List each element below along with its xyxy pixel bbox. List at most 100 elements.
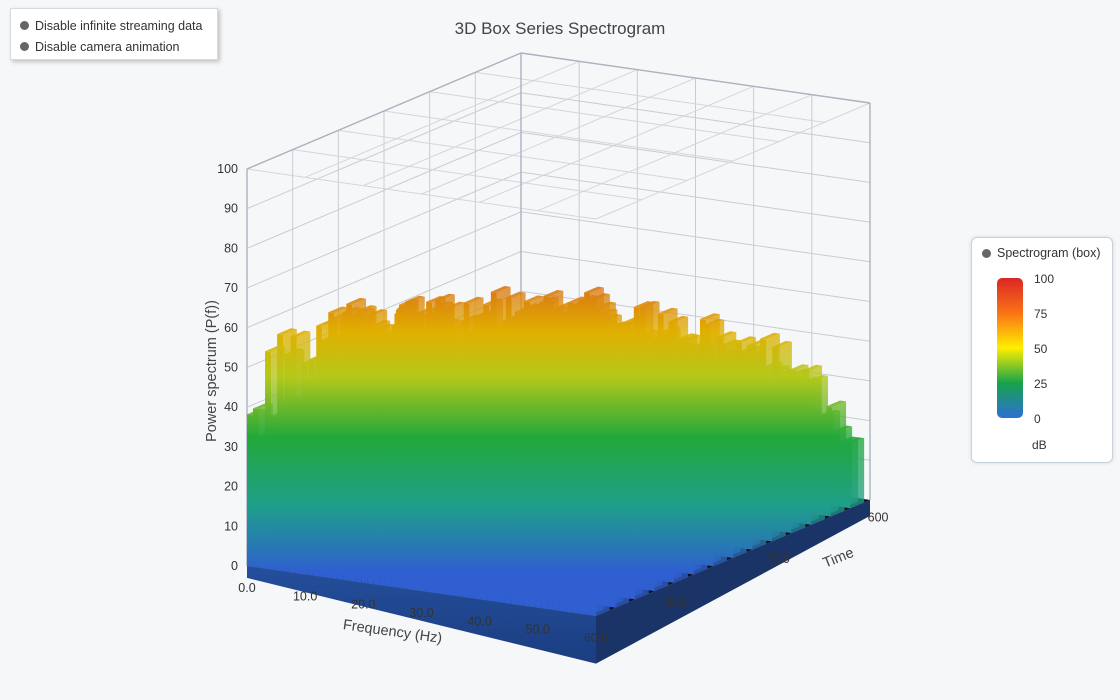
spectrum-box-top bbox=[523, 295, 544, 303]
spectrum-box bbox=[529, 424, 536, 608]
spectrum-box-top bbox=[772, 340, 792, 348]
spectrum-box-top bbox=[734, 411, 755, 419]
spectrum-box-top bbox=[505, 343, 526, 351]
spectrum-box-top bbox=[736, 336, 756, 343]
y-axis-title: Power spectrum (P(f)) bbox=[204, 300, 220, 442]
spectrum-box bbox=[805, 442, 812, 525]
spectrum-box-top bbox=[543, 289, 564, 297]
spectrum-box-top bbox=[483, 298, 504, 306]
y-tick-label: 80 bbox=[224, 241, 238, 255]
spectrum-box-top bbox=[629, 505, 649, 513]
spectrum-box-top bbox=[687, 480, 708, 488]
spectrum-box-top bbox=[584, 286, 604, 294]
spectrum-box-top bbox=[277, 328, 297, 335]
spectrum-box-top bbox=[588, 353, 609, 361]
spectrum-box-top bbox=[746, 339, 767, 347]
spectrum-box bbox=[547, 453, 554, 610]
spectrum-box-side bbox=[850, 438, 865, 509]
spectrum-box-top bbox=[693, 374, 714, 381]
x-tick-label: 30.0 bbox=[409, 606, 433, 620]
spectrum-box bbox=[457, 373, 464, 598]
legend-series-toggle[interactable]: Spectrogram (box) bbox=[982, 246, 1101, 260]
spectrum-box-top bbox=[587, 334, 607, 342]
spectrum-box bbox=[313, 384, 320, 577]
spectrum-box-top bbox=[395, 303, 416, 311]
spectrum-box-top bbox=[475, 358, 496, 365]
spectrum-box-top bbox=[704, 318, 725, 326]
spectrum-box-side bbox=[733, 474, 747, 558]
spectrum-box-top bbox=[728, 407, 749, 415]
spectrum-box bbox=[589, 497, 596, 616]
toggle-streaming-label: Disable infinite streaming data bbox=[35, 18, 203, 33]
spectrum-box bbox=[373, 558, 380, 585]
y-tick-label: 70 bbox=[224, 281, 238, 295]
spectrum-box bbox=[367, 546, 374, 585]
spectrum-box-top bbox=[710, 371, 731, 378]
spectrum-box-top bbox=[657, 352, 678, 360]
y-tick-label: 50 bbox=[224, 361, 238, 375]
spectrum-box bbox=[374, 329, 381, 575]
spectrum-box bbox=[331, 318, 338, 579]
y-tick-label: 90 bbox=[224, 202, 238, 216]
spectrum-box-top bbox=[531, 373, 552, 380]
legend-unit: dB bbox=[1032, 438, 1047, 452]
z-tick-label: 500 bbox=[665, 596, 686, 610]
spectrum-box-top bbox=[699, 313, 720, 320]
spectrum-box bbox=[445, 437, 452, 596]
spectrum-box-top bbox=[636, 454, 657, 462]
spectrum-box-top bbox=[567, 296, 588, 304]
spectrum-box-top bbox=[719, 351, 740, 358]
spectrum-box-top bbox=[766, 462, 786, 469]
spectrum-box-top bbox=[459, 359, 479, 366]
spectrum-box-top bbox=[609, 498, 630, 506]
toggle-dot-icon bbox=[20, 42, 29, 51]
spectrum-box bbox=[824, 464, 831, 517]
spectrum-box-top bbox=[585, 407, 606, 415]
legend-tick: 100 bbox=[1034, 272, 1055, 286]
z-tick-label: 600 bbox=[868, 510, 889, 524]
spectrum-box bbox=[325, 423, 332, 579]
spectrum-box-top bbox=[740, 468, 761, 475]
spectrum-box-top bbox=[537, 373, 558, 380]
spectrum-box bbox=[421, 425, 428, 592]
spectrum-box-top bbox=[561, 310, 582, 318]
spectrum-box bbox=[687, 486, 694, 575]
spectrum-box-top bbox=[708, 393, 729, 401]
spectrum-box-side bbox=[752, 475, 767, 550]
spectrum-box-top bbox=[356, 305, 377, 312]
spectrum-box-top bbox=[763, 361, 783, 368]
spectrum-box bbox=[301, 363, 308, 575]
spectrum-box-top bbox=[669, 402, 690, 410]
spectrum-box-top bbox=[760, 427, 780, 435]
controls-panel: Disable infinite streaming data Disable … bbox=[10, 8, 218, 60]
spectrogram-surface bbox=[247, 286, 870, 664]
spectrum-box bbox=[355, 313, 362, 583]
y-tick-label: 30 bbox=[224, 440, 238, 454]
spectrum-box-top bbox=[781, 371, 801, 378]
legend-tick: 25 bbox=[1034, 377, 1048, 391]
spectrum-box-top bbox=[441, 347, 461, 354]
spectrum-box-top bbox=[600, 322, 621, 330]
spectrum-box-top bbox=[716, 331, 737, 338]
spectrum-box-top bbox=[435, 340, 455, 348]
spectrum-box-top bbox=[788, 364, 809, 371]
spectrum-box bbox=[707, 460, 714, 567]
toggle-streaming-button[interactable]: Disable infinite streaming data bbox=[20, 15, 217, 36]
spectrum-box bbox=[361, 537, 368, 584]
x-tick-label: 0.0 bbox=[238, 581, 255, 595]
spectrum-box-top bbox=[493, 541, 514, 549]
spectrum-box-top bbox=[725, 379, 746, 387]
spectrum-box bbox=[629, 511, 636, 600]
spectrum-box bbox=[517, 414, 524, 606]
spectrum-box bbox=[766, 467, 773, 542]
spectrum-box-top bbox=[785, 440, 806, 448]
gridline bbox=[429, 91, 779, 143]
spectrum-box-top bbox=[577, 436, 598, 444]
legend-series-label: Spectrogram (box) bbox=[997, 246, 1101, 260]
spectrum-box-top bbox=[410, 337, 431, 344]
toggle-camera-animation-button[interactable]: Disable camera animation bbox=[20, 36, 217, 57]
spectrum-box-top bbox=[687, 342, 708, 349]
spectrum-box-top bbox=[824, 459, 845, 466]
spectrum-box-top bbox=[397, 345, 418, 352]
spectrum-box bbox=[277, 334, 284, 572]
